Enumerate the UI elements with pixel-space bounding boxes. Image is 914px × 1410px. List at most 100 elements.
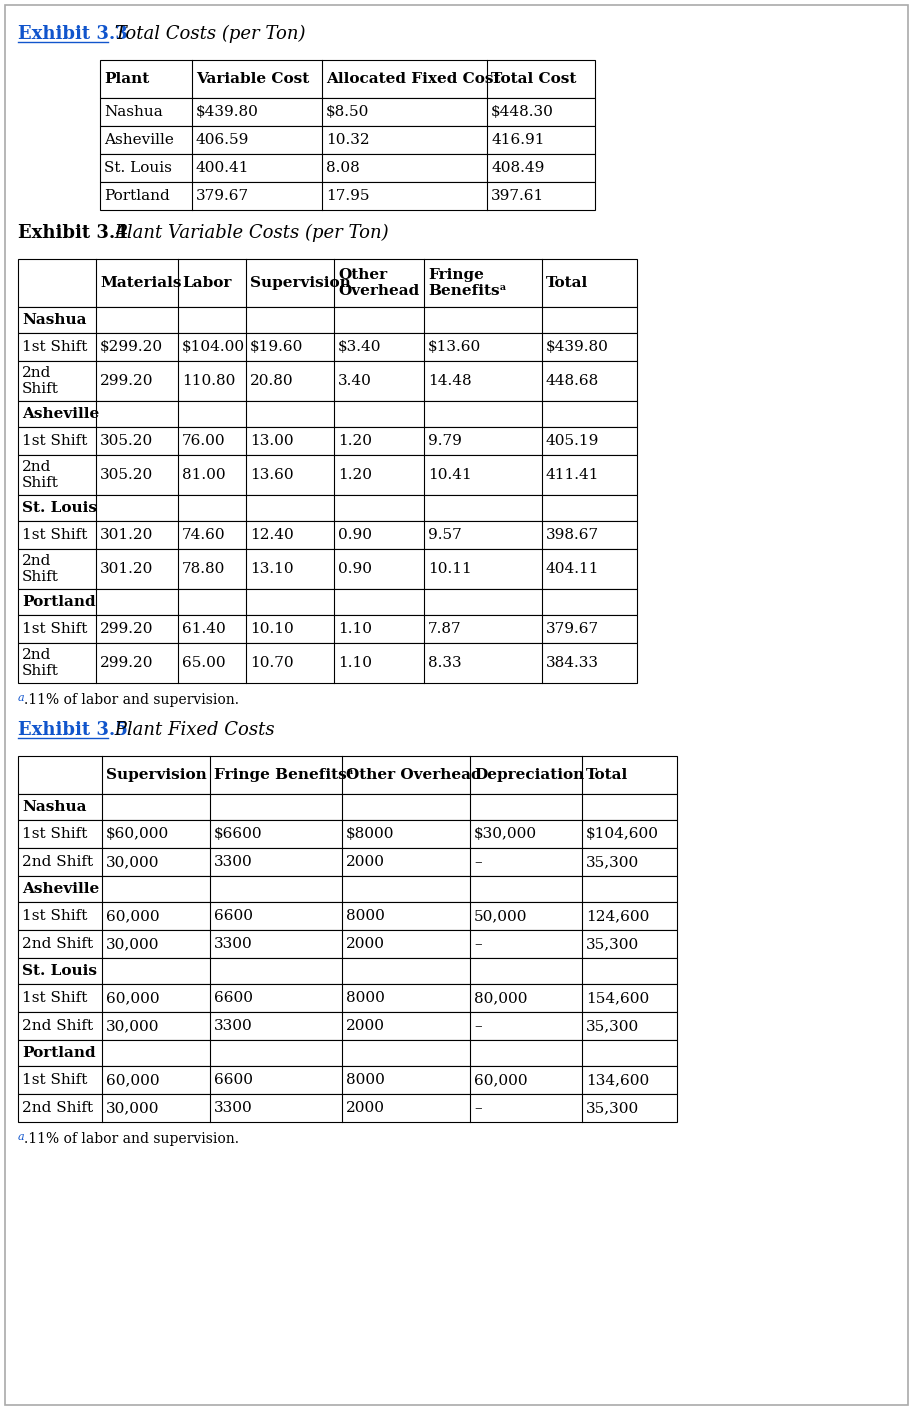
Text: 2nd Shift: 2nd Shift: [22, 854, 93, 869]
Bar: [100, 182, 595, 210]
Text: 154,600: 154,600: [586, 991, 649, 1005]
Text: 10.10: 10.10: [250, 622, 293, 636]
Text: 305.20: 305.20: [100, 434, 154, 448]
Text: 17.95: 17.95: [326, 189, 369, 203]
Text: 1st Shift: 1st Shift: [22, 991, 88, 1005]
Text: 10.70: 10.70: [250, 656, 293, 670]
Text: 50,000: 50,000: [474, 909, 527, 924]
Bar: [18, 522, 637, 548]
Text: $104,600: $104,600: [586, 828, 659, 840]
Text: 30,000: 30,000: [106, 854, 160, 869]
Text: $448.30: $448.30: [491, 104, 554, 118]
Text: 6600: 6600: [214, 991, 253, 1005]
Text: 1.20: 1.20: [338, 434, 372, 448]
Text: $439.80: $439.80: [546, 340, 609, 354]
Text: 301.20: 301.20: [100, 563, 154, 577]
Text: 2nd
Shift: 2nd Shift: [22, 367, 58, 396]
Text: Plant Fixed Costs: Plant Fixed Costs: [109, 721, 274, 739]
Text: 8000: 8000: [346, 991, 385, 1005]
Text: 379.67: 379.67: [546, 622, 599, 636]
Text: 60,000: 60,000: [106, 909, 160, 924]
Text: 397.61: 397.61: [491, 189, 544, 203]
Text: 1st Shift: 1st Shift: [22, 909, 88, 924]
Text: 1st Shift: 1st Shift: [22, 340, 88, 354]
Bar: [18, 615, 637, 643]
Text: 124,600: 124,600: [586, 909, 649, 924]
Text: 406.59: 406.59: [196, 133, 250, 147]
Text: 10.11: 10.11: [428, 563, 472, 577]
Text: Asheville: Asheville: [22, 407, 100, 422]
Text: 3300: 3300: [214, 1101, 253, 1115]
Text: 61.40: 61.40: [182, 622, 226, 636]
Bar: [18, 984, 677, 1012]
Text: –: –: [474, 1019, 482, 1034]
Text: 1st Shift: 1st Shift: [22, 1073, 88, 1087]
Text: Exhibit 3.5: Exhibit 3.5: [18, 721, 128, 739]
Bar: [18, 307, 637, 333]
Text: 404.11: 404.11: [546, 563, 600, 577]
Bar: [18, 1066, 677, 1094]
Text: 384.33: 384.33: [546, 656, 599, 670]
Bar: [18, 1094, 677, 1122]
Bar: [18, 794, 677, 821]
Text: Fringe Benefitsᵃ: Fringe Benefitsᵃ: [214, 768, 354, 783]
Text: 1st Shift: 1st Shift: [22, 622, 88, 636]
Text: $104.00: $104.00: [182, 340, 245, 354]
Bar: [18, 427, 637, 455]
Text: 299.20: 299.20: [100, 622, 154, 636]
Bar: [18, 1041, 677, 1066]
Bar: [18, 589, 637, 615]
Text: 301.20: 301.20: [100, 527, 154, 541]
Text: 20.80: 20.80: [250, 374, 293, 388]
Text: 13.60: 13.60: [250, 468, 293, 482]
Text: 305.20: 305.20: [100, 468, 154, 482]
Text: 30,000: 30,000: [106, 1101, 160, 1115]
Bar: [18, 931, 677, 957]
Text: 7.87: 7.87: [428, 622, 462, 636]
Text: Exhibit 3.3: Exhibit 3.3: [18, 25, 128, 42]
Text: 448.68: 448.68: [546, 374, 600, 388]
Text: 60,000: 60,000: [106, 1073, 160, 1087]
Text: 35,300: 35,300: [586, 1019, 639, 1034]
Text: Exhibit 3.4: Exhibit 3.4: [18, 224, 128, 243]
Text: 1.10: 1.10: [338, 656, 372, 670]
Text: 30,000: 30,000: [106, 938, 160, 950]
Text: 2nd Shift: 2nd Shift: [22, 1019, 93, 1034]
Bar: [18, 361, 637, 400]
Text: 1st Shift: 1st Shift: [22, 527, 88, 541]
Text: Total Costs (per Ton): Total Costs (per Ton): [109, 25, 305, 44]
Text: Plant: Plant: [104, 72, 149, 86]
Text: 2nd
Shift: 2nd Shift: [22, 554, 58, 584]
Text: 9.57: 9.57: [428, 527, 462, 541]
Text: Depreciation: Depreciation: [474, 768, 584, 783]
Bar: [18, 756, 677, 794]
Text: 13.00: 13.00: [250, 434, 293, 448]
Bar: [18, 333, 637, 361]
Text: 2nd Shift: 2nd Shift: [22, 938, 93, 950]
Bar: [18, 495, 637, 522]
Text: 110.80: 110.80: [182, 374, 236, 388]
Text: 408.49: 408.49: [491, 161, 545, 175]
Text: 379.67: 379.67: [196, 189, 250, 203]
Text: 2000: 2000: [346, 938, 385, 950]
Text: 3300: 3300: [214, 938, 253, 950]
Bar: [18, 902, 677, 931]
Text: St. Louis: St. Louis: [22, 501, 97, 515]
Text: 299.20: 299.20: [100, 374, 154, 388]
Bar: [18, 1012, 677, 1041]
Text: a: a: [18, 1132, 25, 1142]
Bar: [18, 643, 637, 682]
Text: 10.41: 10.41: [428, 468, 472, 482]
Text: 416.91: 416.91: [491, 133, 545, 147]
Text: 60,000: 60,000: [474, 1073, 527, 1087]
Text: .11% of labor and supervision.: .11% of labor and supervision.: [24, 692, 239, 706]
Text: Materials: Materials: [100, 276, 182, 290]
Text: $19.60: $19.60: [250, 340, 303, 354]
Bar: [18, 548, 637, 589]
Text: 6600: 6600: [214, 1073, 253, 1087]
Text: –: –: [474, 938, 482, 950]
Text: 12.40: 12.40: [250, 527, 293, 541]
Text: 3300: 3300: [214, 1019, 253, 1034]
Text: 1.20: 1.20: [338, 468, 372, 482]
Text: 0.90: 0.90: [338, 527, 372, 541]
